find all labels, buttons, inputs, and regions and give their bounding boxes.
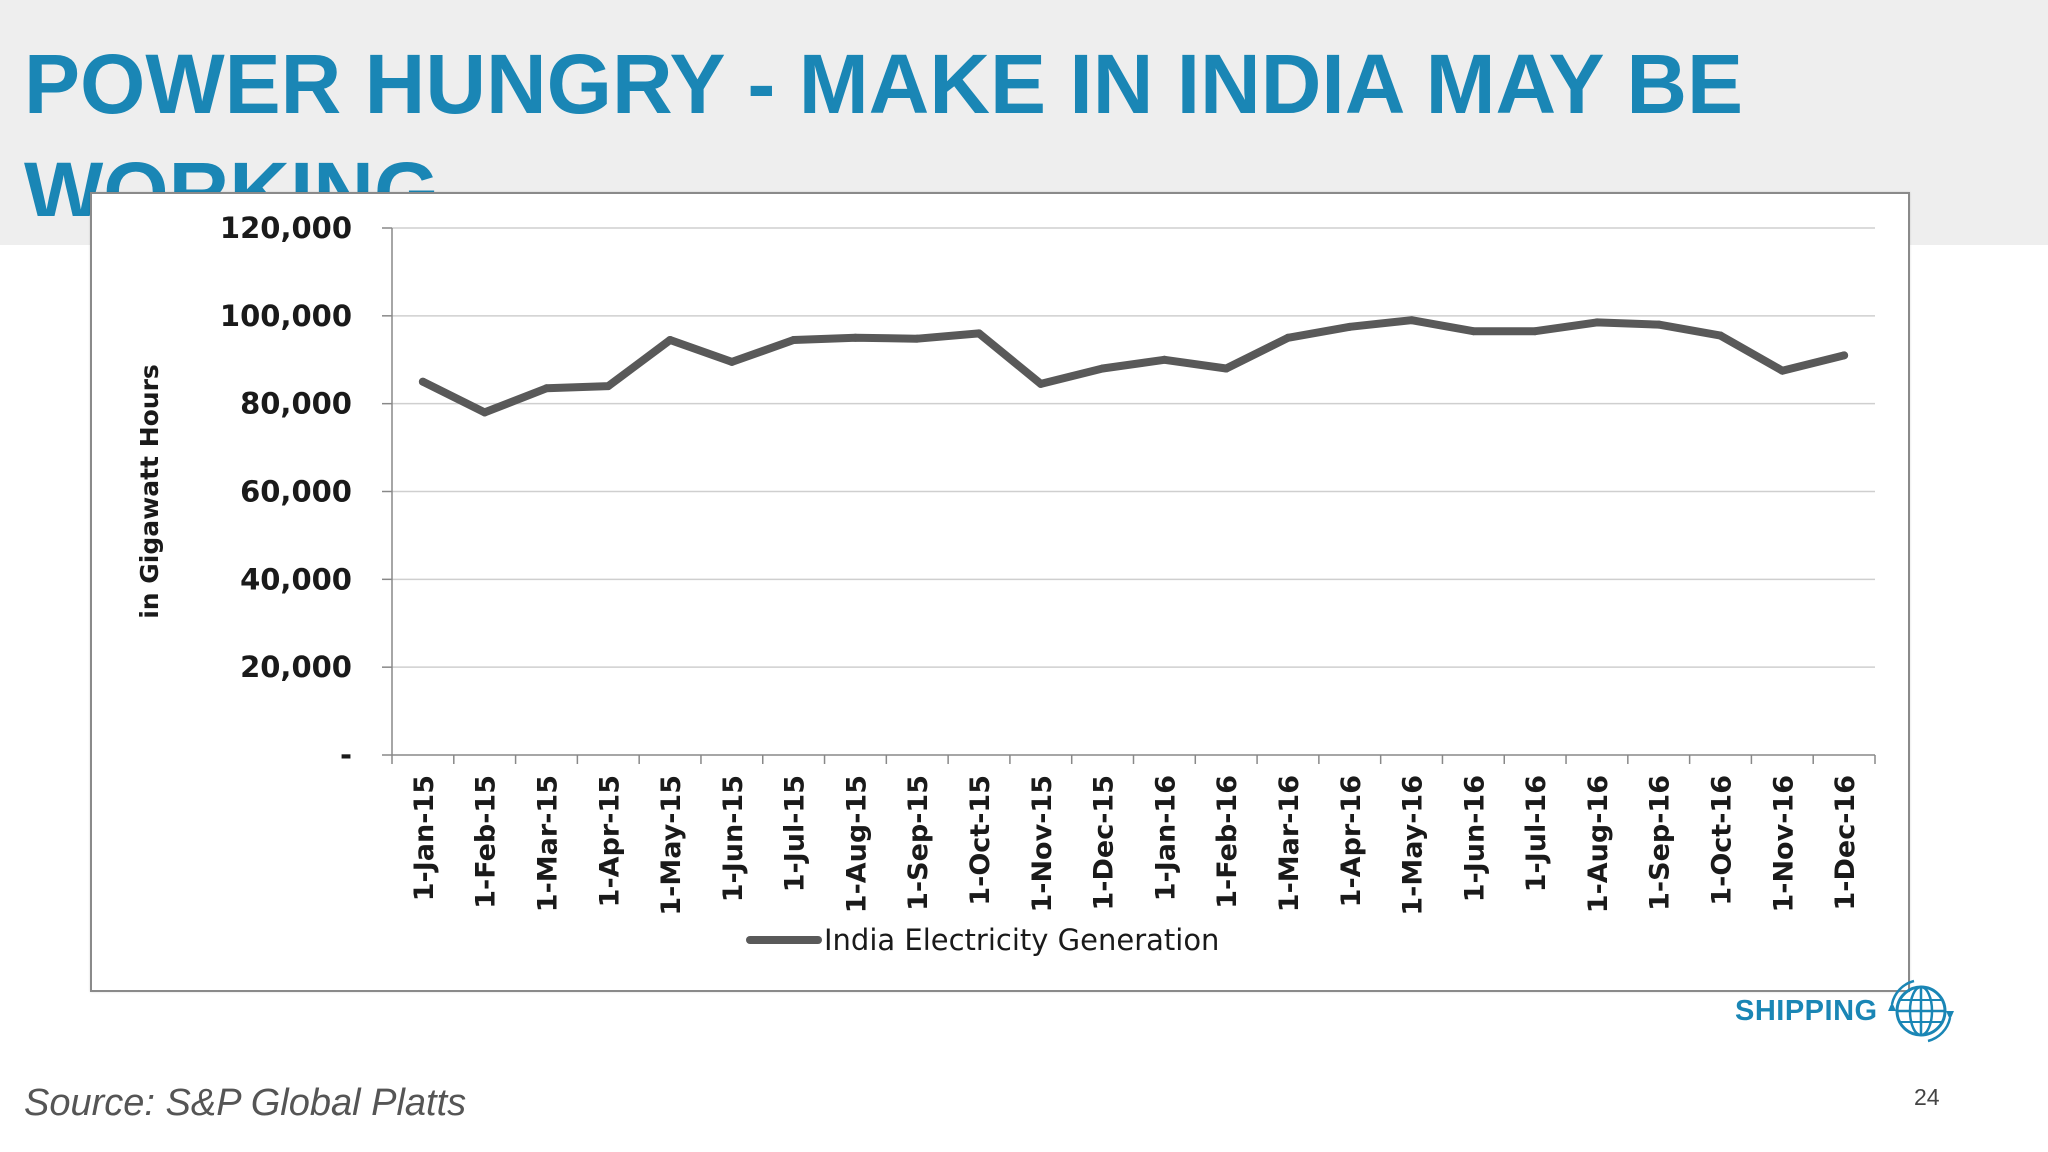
data-point <box>1222 364 1231 373</box>
page-number: 24 <box>1914 1084 1940 1110</box>
y-tick-label: 40,000 <box>240 562 352 596</box>
data-point <box>975 329 984 338</box>
x-tick-label: 1-Oct-16 <box>1707 775 1738 906</box>
data-point <box>480 408 489 417</box>
data-point <box>913 334 922 343</box>
x-tick-label: 1-Mar-15 <box>532 775 563 912</box>
y-axis-title: in Gigawatt Hours <box>135 364 164 619</box>
x-tick-label: 1-Nov-15 <box>1027 775 1058 913</box>
x-tick-label: 1-Apr-15 <box>594 775 625 907</box>
x-tick-label: 1-Nov-16 <box>1768 775 1799 913</box>
x-tick-label: 1-May-16 <box>1398 775 1429 916</box>
data-point <box>1345 322 1354 331</box>
chart-frame: - 20,000 40,000 60,000 80,000 100,000 120,000 1… <box>90 192 1910 992</box>
data-point <box>1036 379 1045 388</box>
data-point <box>1098 364 1107 373</box>
x-tick-label: 1-May-15 <box>656 775 687 916</box>
data-point <box>1469 327 1478 336</box>
y-tick-label: 100,000 <box>220 299 352 333</box>
data-point <box>1716 331 1725 340</box>
data-point <box>1778 366 1787 375</box>
x-tick-label: 1-Jan-15 <box>409 775 440 901</box>
y-tick-label: 80,000 <box>240 387 352 421</box>
x-tick-label: 1-Sep-15 <box>903 775 934 911</box>
x-tick-label: 1-Apr-16 <box>1336 775 1367 907</box>
x-tick-label: 1-Jul-15 <box>780 775 811 892</box>
data-point <box>1840 351 1849 360</box>
data-point <box>1592 318 1601 327</box>
data-point <box>1531 327 1540 336</box>
x-tick-label: 1-Dec-15 <box>1089 775 1120 911</box>
x-tick-label: 1-Jul-16 <box>1521 775 1552 892</box>
data-point <box>1407 316 1416 325</box>
x-tick-label: 1-Oct-15 <box>965 775 996 906</box>
x-tick-label: 1-Feb-16 <box>1212 775 1243 909</box>
data-point <box>727 357 736 366</box>
data-point <box>666 335 675 344</box>
legend-label: India Electricity Generation <box>824 923 1219 957</box>
x-tick-label: 1-Aug-15 <box>841 775 872 913</box>
data-point <box>418 377 427 386</box>
x-tick-label: 1-Jun-16 <box>1459 775 1490 902</box>
data-point <box>1654 320 1663 329</box>
data-point <box>851 333 860 342</box>
y-tick-label: 120,000 <box>220 211 352 245</box>
data-point <box>1160 355 1169 364</box>
globe-icon <box>1887 979 1954 1043</box>
x-tick-label: 1-Aug-16 <box>1583 775 1614 913</box>
y-tick-label: - <box>340 738 352 772</box>
x-tick-label: 1-Jun-15 <box>718 775 749 902</box>
data-point <box>1283 333 1292 342</box>
series-line <box>418 316 1849 417</box>
data-point <box>542 384 551 393</box>
x-tick-label: 1-Dec-16 <box>1830 775 1861 911</box>
brand-name: SHIPPING <box>1735 994 1878 1027</box>
x-tick-label: 1-Sep-16 <box>1645 775 1676 911</box>
x-tick-label: 1-Feb-15 <box>471 775 502 909</box>
line-chart: - 20,000 40,000 60,000 80,000 100,000 120,000 1… <box>135 211 1876 957</box>
x-tick-label: 1-Jan-16 <box>1150 775 1181 901</box>
y-tick-label: 20,000 <box>240 650 352 684</box>
data-point <box>789 335 798 344</box>
slide-title: POWER HUNGRY - MAKE IN INDIA MAY BE WORK… <box>24 37 1744 216</box>
data-point <box>604 382 613 391</box>
x-tick-label: 1-Mar-16 <box>1274 775 1305 912</box>
y-tick-label: 60,000 <box>240 475 352 509</box>
brand-logo: SHIPPING <box>1735 975 1958 1047</box>
source-note: Source: S&P Global Platts <box>24 1082 467 1124</box>
